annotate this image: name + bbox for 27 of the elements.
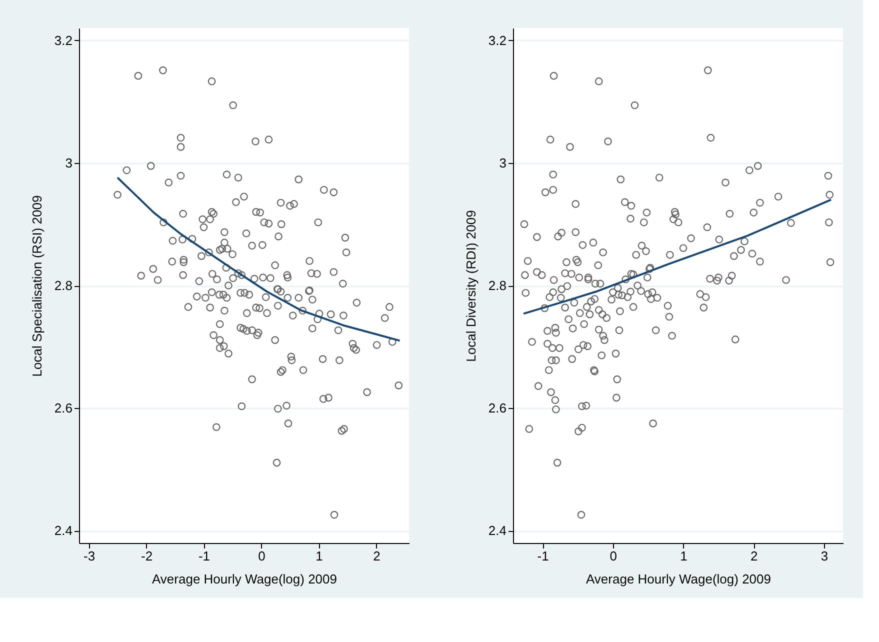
x-tick-label: -3 [83, 548, 96, 564]
x-tick-label: 2 [750, 548, 758, 564]
x-tick-label: 3 [820, 548, 828, 564]
y-tick-label: 2.4 [54, 523, 72, 538]
line-series [116, 176, 401, 342]
y-tick-label: 3.2 [54, 32, 72, 48]
x-tick-label: 0 [610, 548, 618, 564]
y-tick-label: 2.8 [54, 278, 72, 293]
x-tick-label: 1 [316, 548, 323, 564]
y-axis-title: Local Diversity (RDI) 2009 [463, 210, 478, 362]
y-axis-title: Local Specialisation (RSI) 2009 [29, 195, 44, 377]
x-tick-label: -1 [537, 548, 549, 564]
y-tick-label: 3 [499, 155, 506, 170]
y-tick-label: 2.8 [488, 278, 506, 293]
x-tick-label: 1 [680, 548, 688, 564]
y-tick-label: 2.4 [488, 523, 506, 538]
y-tick-label: 3 [65, 155, 72, 170]
x-tick-label: -1 [198, 548, 210, 564]
x-axis-title: Average Hourly Wage(log) 2009 [586, 572, 771, 586]
x-tick-label: 0 [258, 548, 266, 564]
line-series [522, 198, 832, 315]
y-tick-label: 2.6 [54, 400, 72, 416]
y-tick-label: 3.2 [488, 32, 506, 48]
x-axis-title: Average Hourly Wage(log) 2009 [152, 572, 337, 586]
x-tick-label: 2 [373, 548, 380, 564]
y-tick-label: 2.6 [488, 400, 506, 416]
x-tick-label: -2 [140, 548, 153, 564]
